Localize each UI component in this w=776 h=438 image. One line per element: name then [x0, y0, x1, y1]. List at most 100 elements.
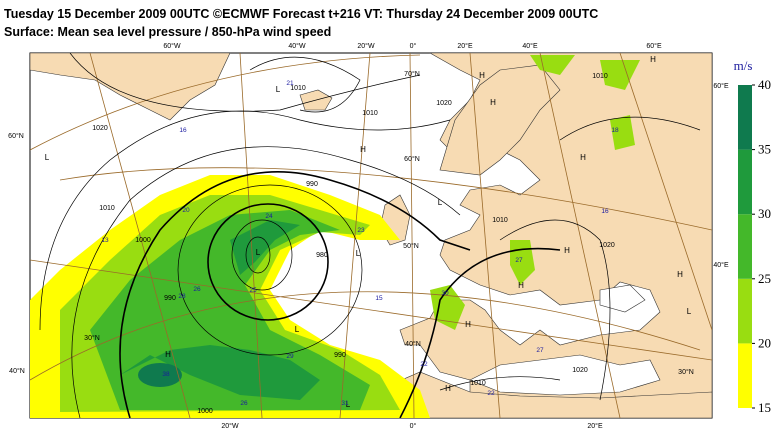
graticule-label: 20°W — [357, 42, 375, 50]
graticule-label: 0° — [410, 422, 417, 430]
colorbar-tick-label: 20 — [758, 335, 771, 350]
colorbar: 15 20 25 30 35 40 — [738, 77, 771, 415]
map — [29, 52, 713, 419]
graticule-label: 20°W — [221, 422, 239, 430]
pressure-center: L — [687, 307, 692, 316]
graticule-label: 20°E — [457, 42, 473, 50]
graticule-label: 60°N — [8, 132, 24, 140]
wind-label: 25 — [249, 287, 257, 294]
isobar-label: 1020 — [599, 242, 615, 249]
graticule-label: 70°N — [404, 70, 420, 78]
isobar-label: 1010 — [290, 85, 306, 92]
colorbar-band — [738, 214, 752, 279]
wind-20-europe — [430, 55, 640, 330]
isobar-label: 1020 — [572, 367, 588, 374]
wind-label: 13 — [101, 237, 109, 244]
pressure-center: H — [490, 98, 496, 107]
pressure-center: L — [295, 325, 300, 334]
wind-label: 26 — [240, 400, 248, 407]
wind-label: 29 — [286, 353, 294, 360]
greenland — [30, 53, 231, 121]
graticule-label: 50°N — [403, 242, 419, 250]
pressure-center: H — [564, 246, 570, 255]
isobar-label: 990 — [306, 181, 318, 188]
graticule-label: 60°E — [646, 42, 662, 50]
wind-label: 22 — [420, 361, 428, 368]
pressure-center: L — [276, 85, 281, 94]
pressure-center: L — [356, 249, 361, 258]
graticule-label: 60°N — [404, 155, 420, 163]
wind-label: 26 — [193, 286, 201, 293]
graticule-label: 30°N — [678, 368, 694, 376]
pressure-center: H — [650, 55, 656, 64]
wind-label: 38 — [162, 371, 170, 378]
pressure-center: H — [677, 270, 683, 279]
graticule-label: 40°N — [405, 340, 421, 348]
pressure-center: L — [346, 400, 351, 409]
wind-label: 24 — [265, 213, 273, 220]
graticule-label: 40°N — [9, 367, 25, 375]
wind-label: 31 — [341, 400, 349, 407]
wind-label: 30 — [441, 290, 449, 297]
pressure-center: L — [256, 248, 261, 257]
pressure-center: L — [438, 198, 443, 207]
graticule-label: 40°W — [288, 42, 306, 50]
pressure-center: H — [465, 320, 471, 329]
isobar-label: 1010 — [470, 380, 486, 387]
graticule-label: 60°E — [713, 82, 729, 90]
colorbar-tick-label: 35 — [758, 142, 771, 157]
isobar-label: 1000 — [197, 408, 213, 415]
isobar-label: 1020 — [436, 100, 452, 107]
wind-35 — [138, 363, 182, 387]
graticule-label: 40°E — [713, 261, 729, 269]
graticule — [30, 53, 712, 418]
isobar-label: 1010 — [592, 73, 608, 80]
colorbar-band — [738, 85, 752, 150]
isobar-label: 980 — [316, 252, 328, 259]
africa — [379, 371, 712, 418]
colorbar-tick-label: 40 — [758, 77, 771, 92]
subtitle: Surface: Mean sea level pressure / 850-h… — [4, 25, 331, 39]
wind-label: 27 — [515, 257, 523, 264]
graticule-label: 40°E — [522, 42, 538, 50]
isobar-label: 990 — [164, 295, 176, 302]
pressure-center: H — [360, 145, 366, 154]
colorbar-tick-label: 30 — [758, 206, 771, 221]
pressure-center: H — [479, 71, 485, 80]
colorbar-band — [738, 343, 752, 408]
isobar-label: 1010 — [362, 110, 378, 117]
colorbar-band — [738, 149, 752, 215]
isobar-label: 990 — [334, 352, 346, 359]
isobar-label: 1010 — [492, 217, 508, 224]
isobar-label: 1020 — [92, 125, 108, 132]
pressure-center: H — [165, 350, 171, 359]
wind-label: 18 — [611, 127, 619, 134]
wind-label: 16 — [601, 208, 609, 215]
wind-label: 27 — [536, 347, 544, 354]
graticule-label: 20°E — [587, 422, 603, 430]
wind-label: 16 — [179, 127, 187, 134]
colorbar-tick-label: 25 — [758, 271, 771, 286]
graticule-label: 30°N — [84, 334, 100, 342]
title: Tuesday 15 December 2009 00UTC ©ECMWF Fo… — [4, 7, 598, 21]
graticule-label: 60°W — [163, 42, 181, 50]
black-sea — [599, 284, 646, 313]
wind-label: 15 — [375, 295, 383, 302]
colorbar-tick-label: 15 — [758, 400, 771, 415]
graticule-label: 0° — [410, 42, 417, 50]
wind-label: 28 — [178, 293, 186, 300]
colorbar-unit: m/s — [734, 58, 753, 73]
isobar-label: 1000 — [135, 237, 151, 244]
pressure-center: H — [445, 384, 451, 393]
pressure-center: H — [518, 281, 524, 290]
wind-label: 20 — [182, 207, 190, 214]
pressure-center: H — [580, 153, 586, 162]
scandinavia — [439, 64, 561, 176]
wind-label: 21 — [286, 80, 294, 87]
wind-label: 23 — [357, 227, 365, 234]
colorbar-band — [738, 278, 752, 344]
pressure-center: L — [45, 153, 50, 162]
isobars — [39, 53, 701, 418]
